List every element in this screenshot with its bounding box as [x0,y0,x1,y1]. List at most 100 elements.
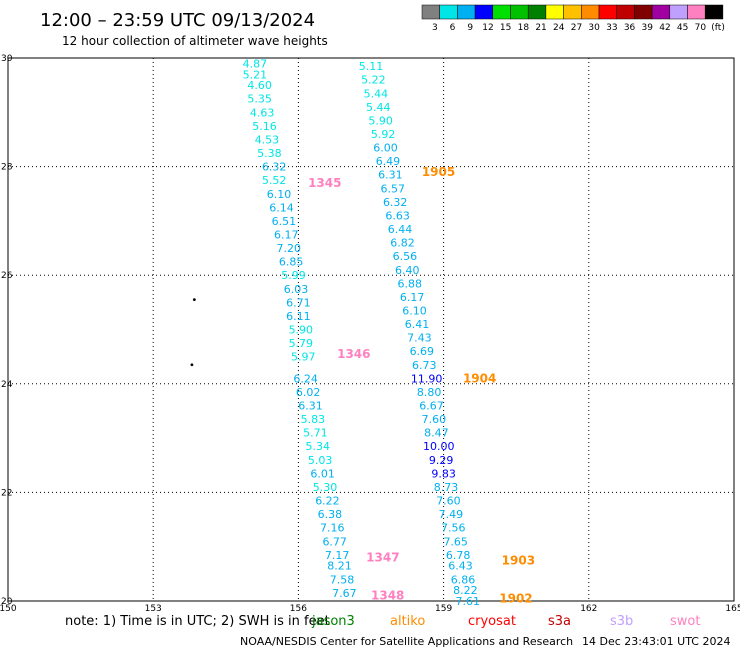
data-points: 4.875.214.605.354.635.164.535.386.325.52… [190,57,481,608]
legend-label: 27 [571,23,582,33]
wave-height-value: 6.40 [395,264,420,277]
wave-height-value: 5.79 [289,337,314,350]
legend-label: 30 [588,23,600,33]
color-legend: 3 6 9 12 15 18 21 24 27 30 33 36 39 42 45 70 (ft) [421,4,725,33]
footer-timestamp: 14 Dec 23:43:01 UTC 2024 [582,635,730,648]
wave-height-value: 9.29 [429,454,454,467]
legend-label: 33 [606,23,617,33]
wave-height-value: 6.24 [293,372,318,385]
x-tick-label: 162 [580,604,597,614]
wave-height-value: 6.03 [284,283,309,296]
wave-height-value: 4.87 [243,57,268,70]
wave-height-value: 6.22 [315,495,340,508]
wave-height-value: 5.90 [368,114,393,127]
grid-lines [8,58,734,601]
wave-height-value: 7.20 [276,242,301,255]
legend-label: 15 [500,23,511,33]
note-text: note: 1) Time is in UTC; 2) SWH is in fe… [65,614,330,629]
wave-height-value: 6.00 [373,142,398,155]
x-tick-label: 159 [435,604,452,614]
legend-swatch [439,4,458,20]
legend-swatch [581,4,600,20]
satellite-cryosat: cryosat [468,614,516,629]
wave-height-value: 6.43 [448,560,473,573]
legend-swatch [510,4,529,20]
wave-height-value: 6.38 [318,508,343,521]
wave-height-value: 7.17 [325,549,350,562]
wave-height-value: 6.44 [388,223,413,236]
wave-height-value: 8.47 [424,427,449,440]
wave-height-value: 6.73 [412,359,437,372]
wave-height-value: 6.31 [298,400,323,413]
legend-swatch [457,4,476,20]
wave-height-value: 6.17 [274,228,299,241]
wave-height-value: 6.67 [419,400,444,413]
axis-ticks: 150 153 156 159 162 165 20 22 24 26 28 30 [0,54,740,614]
wave-height-value: 6.17 [400,291,425,304]
wave-height-value: 7.61 [456,595,481,608]
legend-swatch [474,4,494,20]
pass-time-label: 1348 [371,589,404,603]
wave-height-value: 8.80 [417,386,442,399]
wave-height-value: 6.10 [267,188,292,201]
x-tick-label: 165 [725,604,740,614]
legend-swatch [704,4,724,20]
satellite-s3b: s3b [610,614,633,629]
wave-height-value: 6.11 [286,310,311,323]
wave-height-value: 4.60 [247,79,272,92]
x-tick-label: 150 [0,604,17,614]
pass-time-label: 1345 [308,176,341,190]
wave-height-value: 7.65 [443,535,468,548]
wave-height-value: 6.86 [451,573,476,586]
wave-height-value: 6.02 [296,386,321,399]
wave-height-value: 8.21 [327,560,352,573]
y-tick-label: 20 [1,597,13,607]
wave-height-value: 5.83 [301,413,326,426]
wave-height-value: 10.00 [423,440,455,453]
wave-height-value: 6.77 [322,535,347,548]
point-marker [190,363,194,367]
legend-label: 6 [450,23,456,33]
legend-swatch [669,4,688,20]
wave-height-value: 7.56 [441,522,466,535]
wave-height-value: 5.16 [252,120,277,133]
wave-height-value: 8.73 [434,481,459,494]
wave-height-value: 7.43 [407,332,432,345]
legend-label: 18 [518,23,530,33]
wave-height-value: 8.22 [453,584,478,597]
x-tick-label: 156 [290,604,307,614]
satellite-altiko: altiko [390,614,425,629]
y-tick-label: 28 [1,163,13,173]
satellite-jason3: jason3 [311,614,355,629]
pass-time-label: 1905 [422,165,455,179]
wave-height-value: 5.11 [359,60,384,73]
legend-swatch [634,4,653,20]
wave-height-value: 5.22 [361,74,386,87]
legend-label: 24 [553,23,565,33]
wave-height-value: 5.71 [303,427,328,440]
plot-frame [7,57,735,602]
wave-height-value: 5.03 [308,454,333,467]
wave-height-value: 6.69 [410,345,435,358]
wave-height-value: 5.35 [247,93,272,106]
legend-swatch [545,4,564,20]
legend-swatch [527,4,547,20]
legend-swatch [563,4,582,20]
y-tick-label: 26 [1,271,13,281]
wave-height-value: 7.60 [422,413,447,426]
legend-swatch [598,4,617,20]
wave-height-value: 6.71 [286,296,311,309]
wave-height-value: 6.14 [269,201,294,214]
wave-height-value: 6.10 [402,304,427,317]
wave-height-value: 5.99 [281,269,306,282]
wave-height-value: 5.92 [371,128,396,141]
wave-height-value: 4.63 [250,106,275,119]
wave-height-value: 9.83 [431,467,456,480]
wave-height-value: 7.60 [436,495,461,508]
chart-title: 12:00 – 23:59 UTC 09/13/2024 [40,10,315,31]
wave-height-value: 6.56 [393,250,418,263]
pass-time-label: 1904 [463,371,496,385]
wave-height-value: 7.49 [439,508,464,521]
wave-height-value: 11.90 [411,372,443,385]
